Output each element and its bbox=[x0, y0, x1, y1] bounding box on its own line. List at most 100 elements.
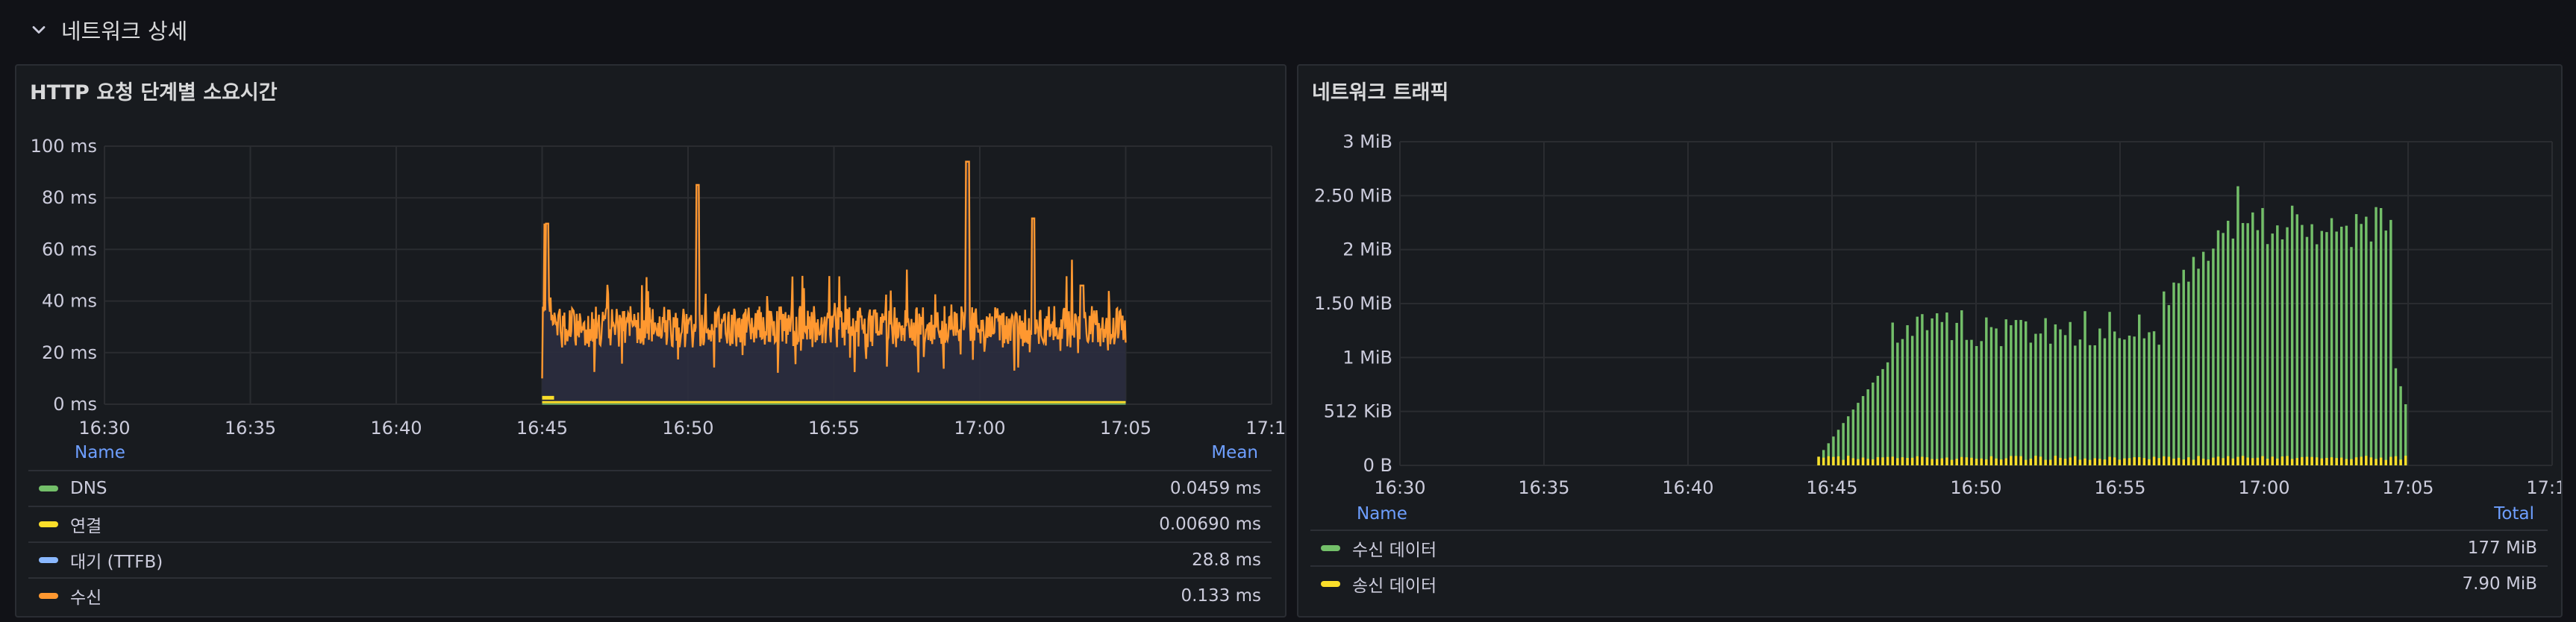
bar-rx bbox=[2310, 224, 2313, 465]
legend-header-mean[interactable]: Mean bbox=[1211, 443, 1258, 462]
bar-rx bbox=[2187, 281, 2190, 465]
http-timing-panel[interactable]: HTTP 요청 단계별 소요시간 0 ms 20 ms 40 ms 60 ms 80 m… bbox=[15, 64, 1287, 618]
bar-tx bbox=[1876, 456, 1880, 465]
bar-rx bbox=[2182, 269, 2185, 465]
bar-rx bbox=[2172, 282, 2175, 465]
legend-swatch bbox=[1321, 545, 1340, 551]
bar-tx bbox=[2394, 456, 2398, 465]
bar-rx bbox=[2222, 233, 2225, 465]
bar-tx bbox=[2266, 459, 2269, 465]
bar-rx bbox=[2404, 404, 2407, 465]
bar-rx bbox=[1891, 322, 1894, 465]
x-tick-label: 16:55 bbox=[2094, 477, 2145, 498]
bar-tx bbox=[2167, 456, 2171, 465]
bar-tx bbox=[2261, 456, 2264, 465]
bar-tx bbox=[1950, 459, 1954, 465]
bar-tx bbox=[1970, 457, 1973, 465]
bar-rx bbox=[1921, 314, 1924, 465]
y-tick-label: 0 B bbox=[1363, 455, 1392, 476]
bar-tx bbox=[1936, 459, 1939, 465]
x-tick-label: 16:50 bbox=[662, 418, 713, 439]
bar-rx bbox=[2034, 333, 2037, 465]
bar-tx bbox=[2049, 459, 2052, 465]
bar-rx bbox=[1832, 436, 1835, 465]
legend-item[interactable]: 대기 (TTFB) 28.8 ms bbox=[28, 541, 1272, 577]
legend-header-total[interactable]: Total bbox=[2494, 504, 2534, 524]
bar-rx bbox=[2251, 212, 2254, 465]
y-tick-label: 40 ms bbox=[42, 291, 97, 312]
bar-tx bbox=[2113, 457, 2116, 465]
bar-rx bbox=[2290, 205, 2294, 465]
bar-tx bbox=[2389, 456, 2392, 465]
bar-tx bbox=[2152, 456, 2156, 465]
bar-tx bbox=[2074, 456, 2077, 465]
bar-rx bbox=[1916, 316, 1919, 465]
bar-tx bbox=[2335, 458, 2338, 465]
bar-rx bbox=[1955, 322, 1958, 465]
bar-tx bbox=[2330, 457, 2333, 465]
bar-rx bbox=[2261, 207, 2264, 465]
bar-tx bbox=[1989, 456, 1993, 465]
bar-tx bbox=[2029, 459, 2033, 465]
bar-rx bbox=[2004, 319, 2007, 465]
legend-item[interactable]: 수신 0.133 ms bbox=[28, 577, 1272, 613]
y-tick-label: 80 ms bbox=[42, 187, 97, 208]
bar-rx bbox=[1910, 336, 1914, 465]
bar-rx bbox=[2152, 331, 2156, 465]
bar-tx bbox=[2360, 456, 2363, 465]
bar-tx bbox=[2014, 456, 2018, 465]
legend-header-name[interactable]: Name bbox=[75, 443, 125, 462]
bar-tx bbox=[1910, 457, 1914, 465]
legend-item[interactable]: 수신 데이터 177 MiB bbox=[1310, 530, 2548, 565]
bar-rx bbox=[2078, 339, 2082, 465]
bar-rx bbox=[2063, 335, 2067, 465]
x-tick-label: 16:40 bbox=[370, 418, 422, 439]
y-tick-label: 2 MiB bbox=[1342, 239, 1392, 260]
bar-tx bbox=[1827, 456, 1831, 465]
bar-rx bbox=[2320, 230, 2324, 465]
bar-tx bbox=[2123, 458, 2126, 465]
legend-header-name[interactable]: Name bbox=[1357, 504, 1407, 524]
bar-tx bbox=[1847, 456, 1850, 465]
bar-tx bbox=[2103, 459, 2107, 465]
bar-rx bbox=[1989, 327, 1993, 465]
bar-tx bbox=[2172, 458, 2175, 465]
bar-rx bbox=[2059, 329, 2062, 465]
bar-tx bbox=[2271, 456, 2274, 465]
legend-item[interactable]: DNS 0.0459 ms bbox=[28, 470, 1272, 506]
bar-rx bbox=[2325, 232, 2328, 465]
bar-tx bbox=[2197, 456, 2200, 465]
bar-tx bbox=[2246, 457, 2249, 465]
bar-tx bbox=[2384, 459, 2387, 465]
bar-rx bbox=[2360, 224, 2363, 465]
bar-rx bbox=[1827, 443, 1831, 465]
bar-rx bbox=[2201, 251, 2205, 465]
bar-rx bbox=[1842, 423, 1845, 465]
bar-tx bbox=[2280, 456, 2284, 465]
network-traffic-panel[interactable]: 네트워크 트래픽 0 B 512 KiB 1 MiB 1.50 MiB 2 MiB 2.5… bbox=[1297, 64, 2563, 618]
legend-value: 28.8 ms bbox=[1192, 550, 1261, 570]
bar-rx bbox=[2330, 218, 2333, 465]
bar-rx bbox=[1896, 342, 1899, 465]
row-header[interactable]: 네트워크 상세 bbox=[0, 0, 2576, 60]
chevron-down-icon[interactable] bbox=[28, 19, 49, 40]
y-tick-label: 3 MiB bbox=[1342, 131, 1392, 152]
bar-tx bbox=[2325, 457, 2328, 465]
bar-rx bbox=[2389, 219, 2392, 465]
x-tick-label: 16:30 bbox=[1374, 477, 1425, 498]
bar-rx bbox=[2192, 257, 2195, 465]
x-tick-label: 16:35 bbox=[225, 418, 276, 439]
legend-item[interactable]: 송신 데이터 7.90 MiB bbox=[1310, 565, 2548, 601]
y-tick-label: 1.50 MiB bbox=[1314, 293, 1392, 314]
bar-tx bbox=[2276, 458, 2279, 465]
bar-rx bbox=[2266, 244, 2269, 465]
bar-tx bbox=[2093, 458, 2096, 465]
legend-label: DNS bbox=[70, 479, 107, 498]
bar-tx bbox=[2379, 457, 2383, 465]
legend-item[interactable]: 연결 0.00690 ms bbox=[28, 506, 1272, 541]
x-tick-label: 16:45 bbox=[1806, 477, 1857, 498]
bar-rx bbox=[1945, 312, 1948, 465]
bar-tx bbox=[1921, 456, 1924, 465]
bar-rx bbox=[1876, 375, 1880, 465]
x-tick-label: 17:00 bbox=[954, 418, 1005, 439]
